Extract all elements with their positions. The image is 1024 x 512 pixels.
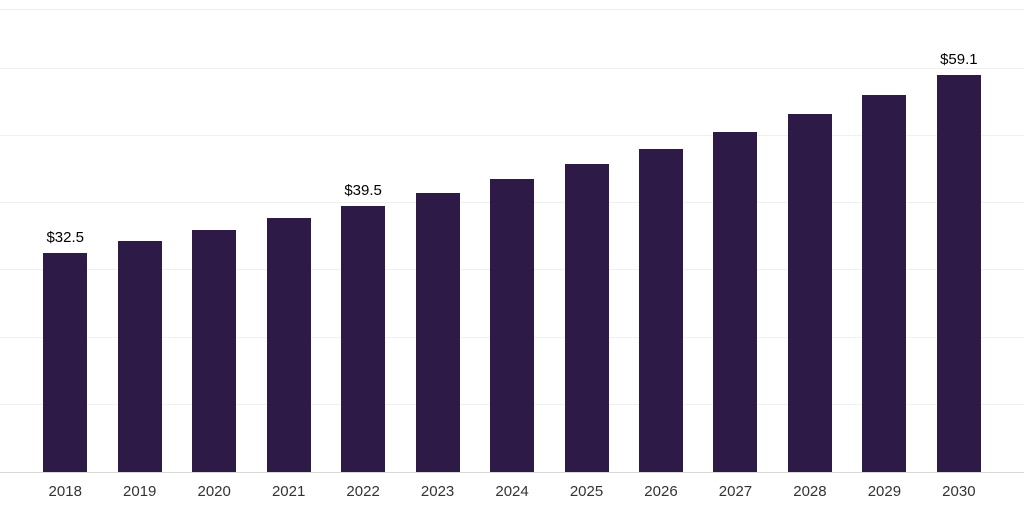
bar: [713, 131, 758, 472]
bar-slot: [102, 10, 176, 472]
bar-slot: [177, 10, 251, 472]
x-tick: 2028: [793, 483, 827, 500]
x-tick: 2030: [942, 483, 976, 500]
gridline: [0, 134, 1024, 136]
x-tick: 2025: [569, 483, 604, 500]
x-axis: 2018 2019 2020 2021 2022 2023 2024 2025 2026 2027…: [0, 474, 1024, 512]
bar: [490, 179, 535, 472]
bar: [862, 94, 907, 472]
x-tick: 2020: [197, 483, 231, 500]
x-tick: 2023: [420, 483, 455, 500]
x-tick: 2021: [271, 483, 306, 500]
x-tick: 2026: [644, 483, 678, 500]
bar-slot: $59.1: [922, 10, 996, 472]
bar-slot: [549, 10, 623, 472]
x-tick: 2018: [48, 483, 82, 500]
x-tick: 2019: [123, 483, 157, 500]
bar-slot: [624, 10, 698, 472]
gridline: [0, 67, 1024, 69]
bar-slot: [773, 10, 847, 472]
bar: [564, 164, 609, 472]
bar: $32.5: [43, 229, 88, 472]
x-tick: 2027: [718, 483, 753, 500]
bar-slot: [847, 10, 921, 472]
bar: $59.1: [936, 51, 981, 472]
data-label: $39.5: [344, 182, 382, 200]
plot-area: $32.5 $39.5 $59.1: [0, 9, 1024, 473]
bar: [117, 241, 162, 472]
x-tick: 2024: [495, 483, 529, 500]
bars-container: $32.5 $39.5 $59.1: [0, 10, 1024, 472]
bar: $39.5: [341, 182, 386, 472]
x-tick: 2029: [867, 483, 902, 500]
bar: [192, 229, 237, 472]
bar-slot: [475, 10, 549, 472]
data-label: $59.1: [940, 50, 978, 68]
bar-slot: [400, 10, 474, 472]
bar: [266, 217, 311, 472]
bar: [415, 192, 460, 472]
bar: [787, 113, 832, 472]
bar-slot: [251, 10, 325, 472]
bar-slot: $32.5: [28, 10, 102, 472]
bar: [638, 148, 683, 472]
bar-slot: $39.5: [326, 10, 400, 472]
x-tick: 2022: [346, 483, 380, 500]
data-label: $32.5: [46, 229, 85, 247]
bar-slot: [698, 10, 772, 472]
